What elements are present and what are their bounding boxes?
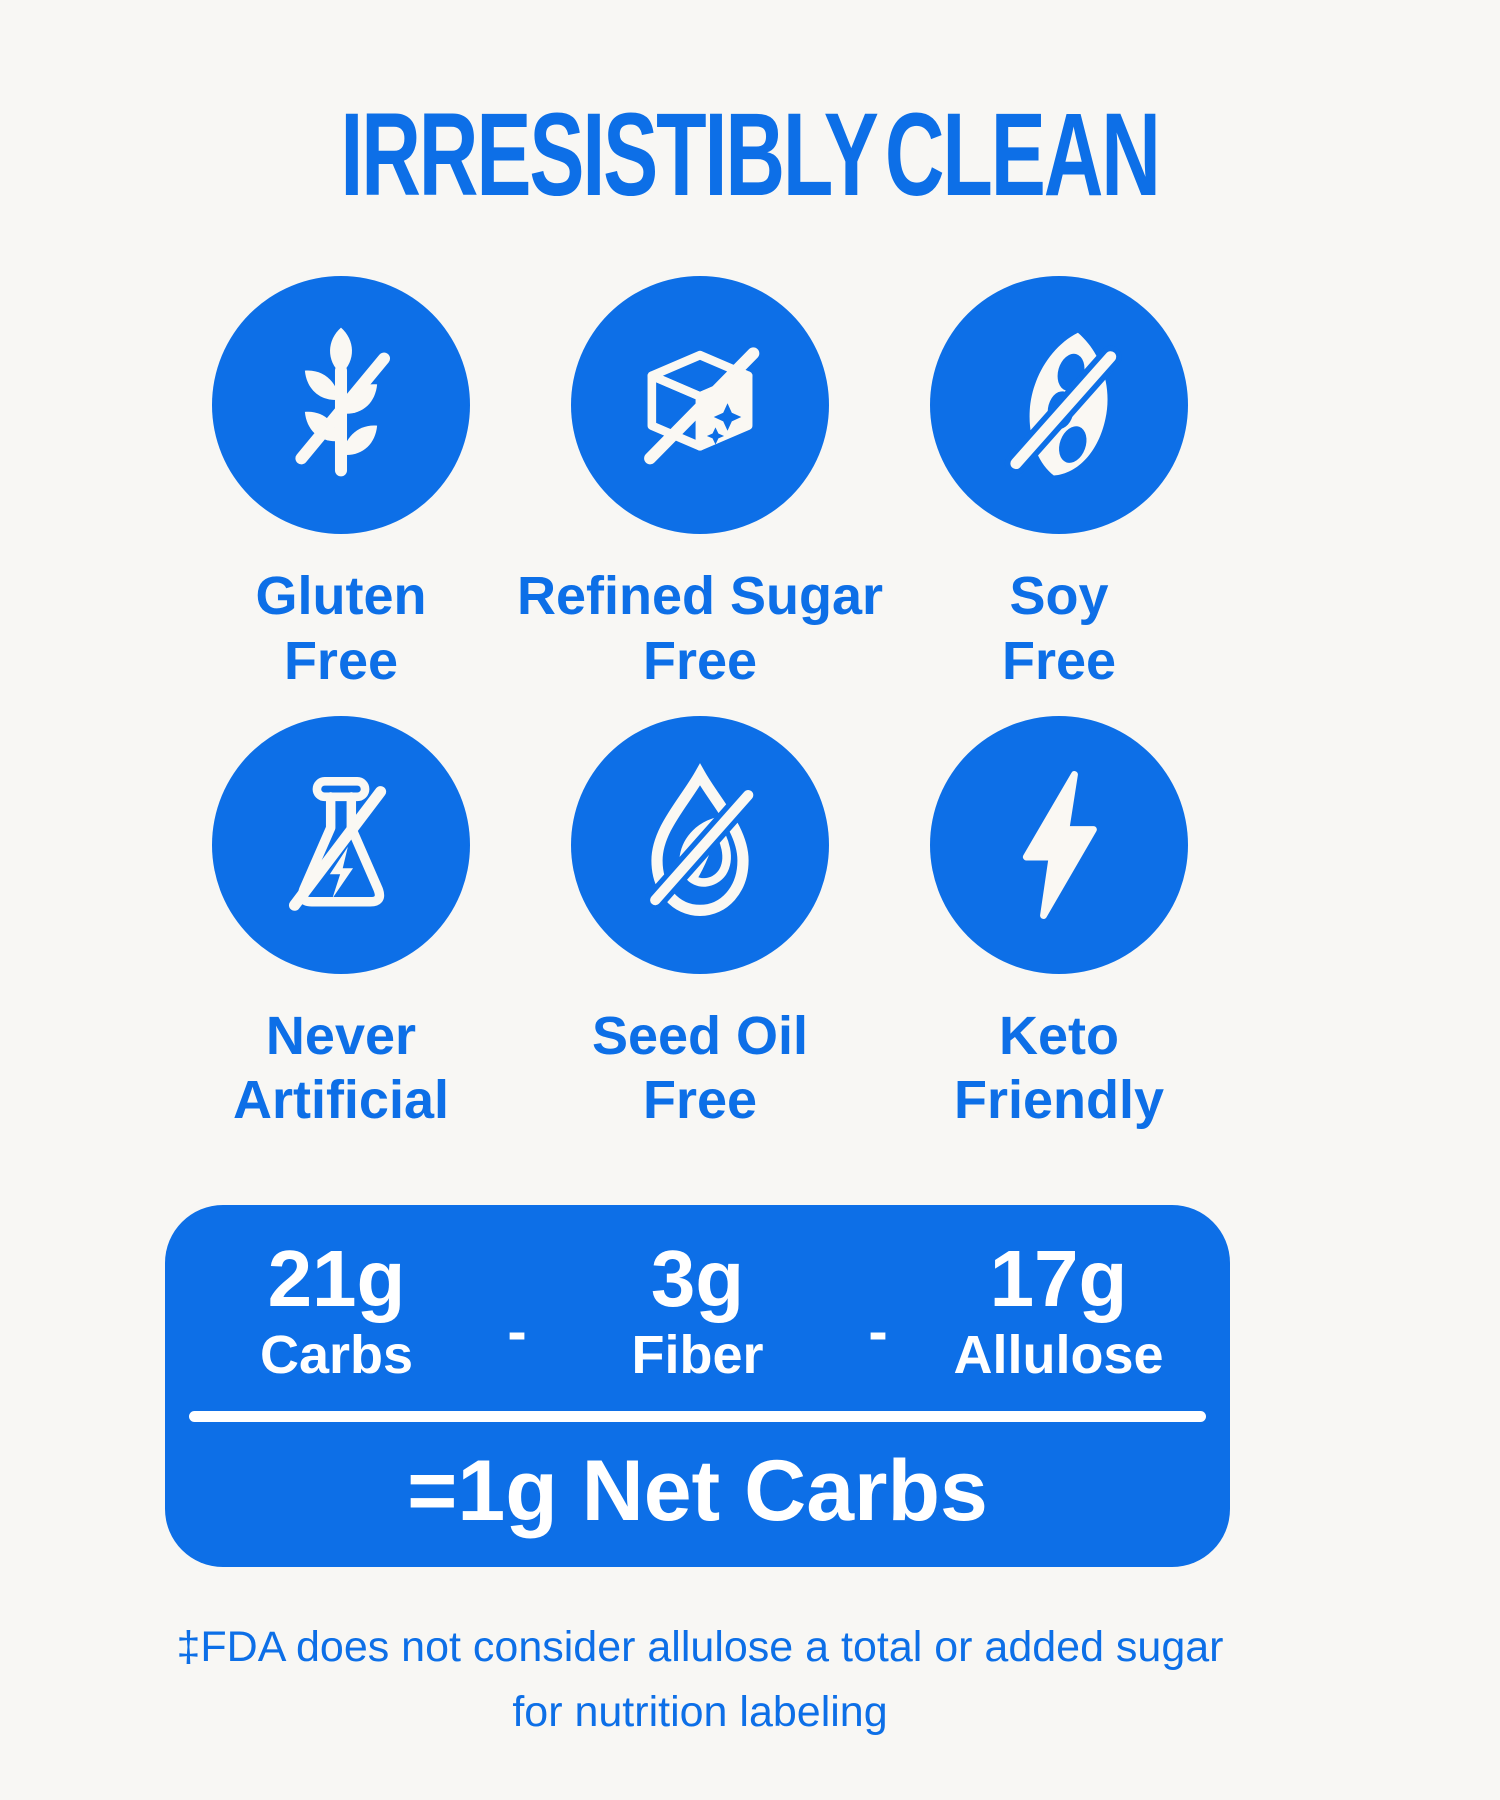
badge-circle (211, 276, 470, 534)
minus-operator: - (507, 1299, 527, 1365)
net-carbs-result: =1g Net Carbs (407, 1443, 988, 1540)
badge-refined-sugar-free: Refined Sugar Free (517, 276, 883, 694)
badge-circle (571, 715, 829, 974)
badge-label-line2: Free (283, 630, 399, 691)
badge-soy-free: Soy Free (930, 276, 1189, 694)
badge-keto-friendly: Keto Friendly (930, 715, 1189, 1134)
page-title: IRRESISTIBLY CLEAN (340, 89, 1161, 221)
badge-label-line1: Never (265, 1005, 417, 1066)
badge-circle (571, 276, 829, 534)
badge-label-line1: Seed Oil (591, 1005, 809, 1066)
stat-label: Carbs (259, 1325, 414, 1386)
badge-label-line2: Artificial (232, 1070, 450, 1131)
badge-label: Refined Sugar Free (517, 564, 883, 694)
badge-never-artificial: Never Artificial (211, 715, 470, 1134)
badge-circle (211, 715, 470, 974)
title-section: IRRESISTIBLY CLEAN (165, 0, 1235, 214)
wheat-crossed-icon (295, 327, 391, 477)
badge-label-line2: Free (1001, 630, 1117, 691)
stat-label: Fiber (631, 1325, 764, 1386)
stat-label: Allulose (953, 1325, 1164, 1386)
badge-label-line2: Friendly (953, 1070, 1165, 1131)
soybean-crossed-icon (1004, 332, 1122, 476)
badge-circle (930, 276, 1189, 534)
badge-seed-oil-free: Seed Oil Free (571, 715, 829, 1134)
badge-label-line1: Keto (999, 1005, 1119, 1066)
net-carbs-panel: 21g Carbs - 3g Fiber - 17g Allulose =1g … (165, 1205, 1230, 1568)
stat-value: 3g (650, 1234, 745, 1324)
badge-label-line2: Free (642, 630, 758, 691)
footnote-line1: ‡FDA does not consider allulose a total … (176, 1623, 1224, 1672)
stat-allulose: 17g Allulose (907, 1239, 1210, 1386)
badge-label-line1: Soy (1009, 566, 1109, 626)
badge-gluten-free: Gluten Free (211, 276, 470, 694)
footnote-line2: for nutrition labeling (512, 1687, 888, 1736)
net-carbs-equation: 21g Carbs - 3g Fiber - 17g Allulose (185, 1239, 1210, 1386)
badge-label: Soy Free (1002, 564, 1116, 694)
equation-divider-line (189, 1411, 1206, 1423)
stat-fiber: 3g Fiber (546, 1239, 849, 1386)
badge-label: Gluten Free (255, 564, 426, 694)
stat-value: 21g (267, 1234, 406, 1324)
lightning-bolt-icon (1022, 770, 1097, 919)
fda-footnote: ‡FDA does not consider allulose a total … (165, 1615, 1235, 1744)
flask-crossed-icon (288, 776, 387, 911)
badge-label: Keto Friendly (954, 1004, 1164, 1134)
stat-carbs: 21g Carbs (185, 1239, 488, 1386)
badge-circle (930, 715, 1189, 974)
stat-value: 17g (989, 1234, 1128, 1324)
droplet-crossed-icon (644, 762, 759, 916)
sugar-cube-crossed-icon (644, 347, 760, 465)
badge-label-line2: Free (642, 1070, 758, 1131)
minus-operator: - (868, 1299, 888, 1365)
badge-label: Never Artificial (233, 1004, 449, 1134)
badge-label-line1: Refined Sugar (516, 566, 884, 626)
badge-label-line1: Gluten (255, 566, 427, 626)
badge-grid: Gluten Free Refined Sugar (165, 276, 1235, 1133)
badge-label: Seed Oil Free (592, 1004, 808, 1134)
infographic: IRRESISTIBLY CLEAN (165, 0, 1235, 1744)
